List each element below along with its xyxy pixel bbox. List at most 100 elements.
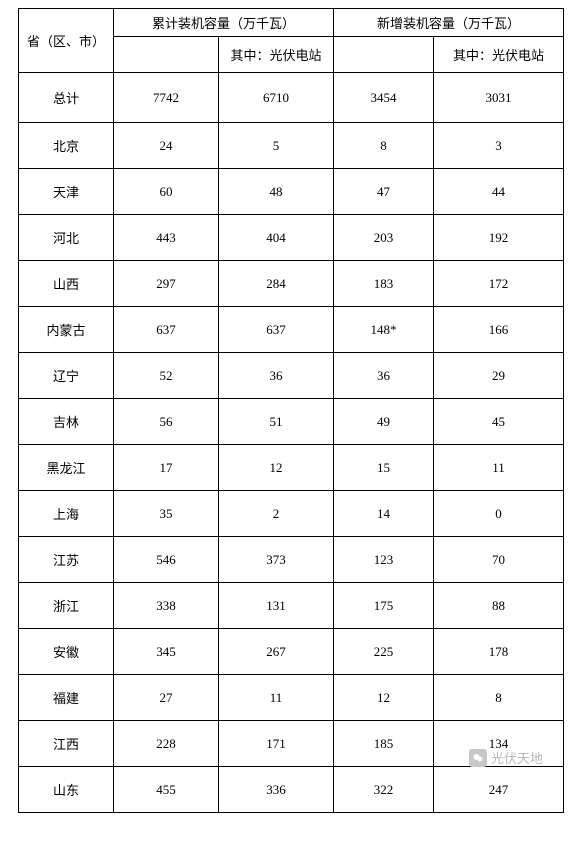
value-cell: 175 xyxy=(334,583,434,629)
header-cumulative: 累计装机容量（万千瓦） xyxy=(114,9,334,37)
value-cell: 11 xyxy=(434,445,564,491)
value-cell: 455 xyxy=(114,767,219,813)
value-cell: 14 xyxy=(334,491,434,537)
region-cell: 安徽 xyxy=(19,629,114,675)
table-row: 河北443404203192 xyxy=(19,215,564,261)
value-cell: 172 xyxy=(434,261,564,307)
value-cell: 336 xyxy=(219,767,334,813)
region-cell: 辽宁 xyxy=(19,353,114,399)
table-row: 吉林56514945 xyxy=(19,399,564,445)
value-cell: 148* xyxy=(334,307,434,353)
value-cell: 373 xyxy=(219,537,334,583)
value-cell: 2 xyxy=(219,491,334,537)
value-cell: 134 xyxy=(434,721,564,767)
region-cell: 江西 xyxy=(19,721,114,767)
value-cell: 185 xyxy=(334,721,434,767)
total-value: 6710 xyxy=(219,73,334,123)
value-cell: 637 xyxy=(219,307,334,353)
value-cell: 404 xyxy=(219,215,334,261)
value-cell: 322 xyxy=(334,767,434,813)
value-cell: 12 xyxy=(219,445,334,491)
table-row: 山东455336322247 xyxy=(19,767,564,813)
region-cell: 山东 xyxy=(19,767,114,813)
region-cell: 黑龙江 xyxy=(19,445,114,491)
region-cell: 福建 xyxy=(19,675,114,721)
region-cell: 江苏 xyxy=(19,537,114,583)
header-cumulative-sub: 其中：光伏电站 xyxy=(219,37,334,73)
table-row: 江苏54637312370 xyxy=(19,537,564,583)
value-cell: 338 xyxy=(114,583,219,629)
value-cell: 637 xyxy=(114,307,219,353)
value-cell: 166 xyxy=(434,307,564,353)
table-row: 内蒙古637637148*166 xyxy=(19,307,564,353)
table-row: 山西297284183172 xyxy=(19,261,564,307)
table-row: 浙江33813117588 xyxy=(19,583,564,629)
value-cell: 45 xyxy=(434,399,564,445)
value-cell: 24 xyxy=(114,123,219,169)
value-cell: 203 xyxy=(334,215,434,261)
value-cell: 123 xyxy=(334,537,434,583)
value-cell: 297 xyxy=(114,261,219,307)
value-cell: 51 xyxy=(219,399,334,445)
value-cell: 0 xyxy=(434,491,564,537)
value-cell: 49 xyxy=(334,399,434,445)
table-row: 安徽345267225178 xyxy=(19,629,564,675)
region-cell: 天津 xyxy=(19,169,114,215)
value-cell: 183 xyxy=(334,261,434,307)
value-cell: 36 xyxy=(334,353,434,399)
capacity-table: 省（区、市）累计装机容量（万千瓦）新增装机容量（万千瓦）其中：光伏电站 其中：光伏… xyxy=(18,8,564,813)
value-cell: 284 xyxy=(219,261,334,307)
table-row: 福建2711128 xyxy=(19,675,564,721)
value-cell: 44 xyxy=(434,169,564,215)
value-cell: 27 xyxy=(114,675,219,721)
value-cell: 8 xyxy=(334,123,434,169)
value-cell: 88 xyxy=(434,583,564,629)
table-row: 江西228171185134 xyxy=(19,721,564,767)
value-cell: 36 xyxy=(219,353,334,399)
value-cell: 178 xyxy=(434,629,564,675)
region-cell: 河北 xyxy=(19,215,114,261)
value-cell: 56 xyxy=(114,399,219,445)
value-cell: 15 xyxy=(334,445,434,491)
value-cell: 345 xyxy=(114,629,219,675)
total-value: 7742 xyxy=(114,73,219,123)
value-cell: 17 xyxy=(114,445,219,491)
value-cell: 47 xyxy=(334,169,434,215)
region-cell: 吉林 xyxy=(19,399,114,445)
value-cell: 29 xyxy=(434,353,564,399)
total-value: 3454 xyxy=(334,73,434,123)
value-cell: 70 xyxy=(434,537,564,583)
value-cell: 225 xyxy=(334,629,434,675)
region-cell: 山西 xyxy=(19,261,114,307)
table-row: 北京24583 xyxy=(19,123,564,169)
value-cell: 5 xyxy=(219,123,334,169)
region-cell: 浙江 xyxy=(19,583,114,629)
value-cell: 247 xyxy=(434,767,564,813)
value-cell: 60 xyxy=(114,169,219,215)
value-cell: 52 xyxy=(114,353,219,399)
value-cell: 267 xyxy=(219,629,334,675)
value-cell: 3 xyxy=(434,123,564,169)
total-value: 3031 xyxy=(434,73,564,123)
header-blank xyxy=(114,37,219,73)
value-cell: 171 xyxy=(219,721,334,767)
header-added: 新增装机容量（万千瓦） xyxy=(334,9,564,37)
header-region: 省（区、市） xyxy=(19,9,114,73)
value-cell: 443 xyxy=(114,215,219,261)
value-cell: 228 xyxy=(114,721,219,767)
header-added-sub: 其中：光伏电站 xyxy=(434,37,564,73)
region-cell: 内蒙古 xyxy=(19,307,114,353)
table-row: 黑龙江17121511 xyxy=(19,445,564,491)
value-cell: 131 xyxy=(219,583,334,629)
total-label: 总计 xyxy=(19,73,114,123)
region-cell: 上海 xyxy=(19,491,114,537)
table-row: 上海352140 xyxy=(19,491,564,537)
table-row: 辽宁52363629 xyxy=(19,353,564,399)
value-cell: 11 xyxy=(219,675,334,721)
value-cell: 8 xyxy=(434,675,564,721)
value-cell: 48 xyxy=(219,169,334,215)
region-cell: 北京 xyxy=(19,123,114,169)
value-cell: 35 xyxy=(114,491,219,537)
table-row: 天津60484744 xyxy=(19,169,564,215)
value-cell: 546 xyxy=(114,537,219,583)
